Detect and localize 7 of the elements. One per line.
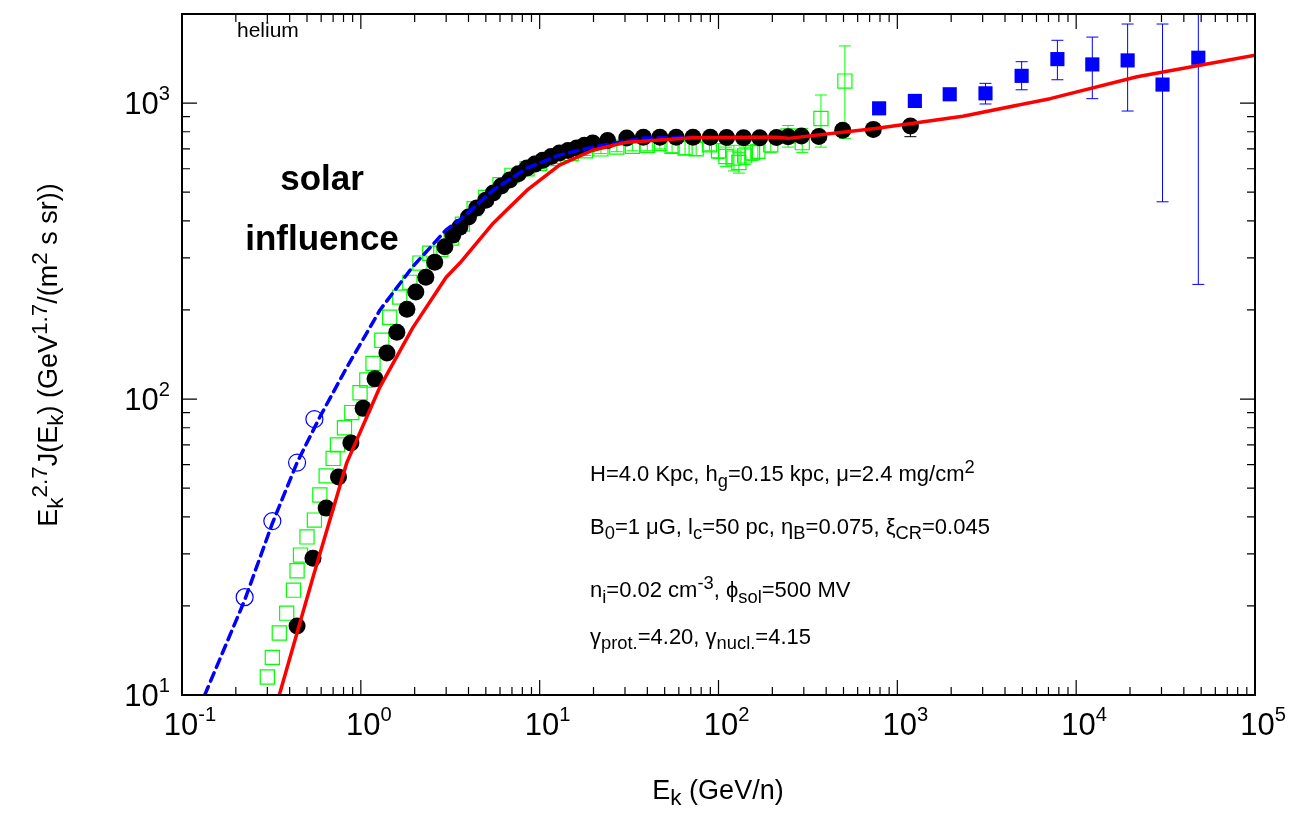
annotation: H=4.0 Kpc, h$_{g}$=0.15 kpc, μ=2.4 mg/cm$^{2}$ [590, 456, 975, 492]
annotation: helium [237, 18, 299, 42]
text: B$_{0}$=1 μG, l$_{c}$=50 pc, η$_{B}$=0.075, ξ$_{CR}$=0.045 [590, 514, 990, 544]
x-axis-title: E$_{k}$ (GeV/n) [652, 775, 784, 812]
annotation: solar influence [244, 157, 400, 259]
annotation: γ$_{prot.}$=4.20, γ$_{nucl.}$=4.15 [590, 624, 811, 655]
annotation: n$_{i}$=0.02 cm$^{-3}$, ϕ$_{sol}$=500 MV [590, 572, 851, 608]
